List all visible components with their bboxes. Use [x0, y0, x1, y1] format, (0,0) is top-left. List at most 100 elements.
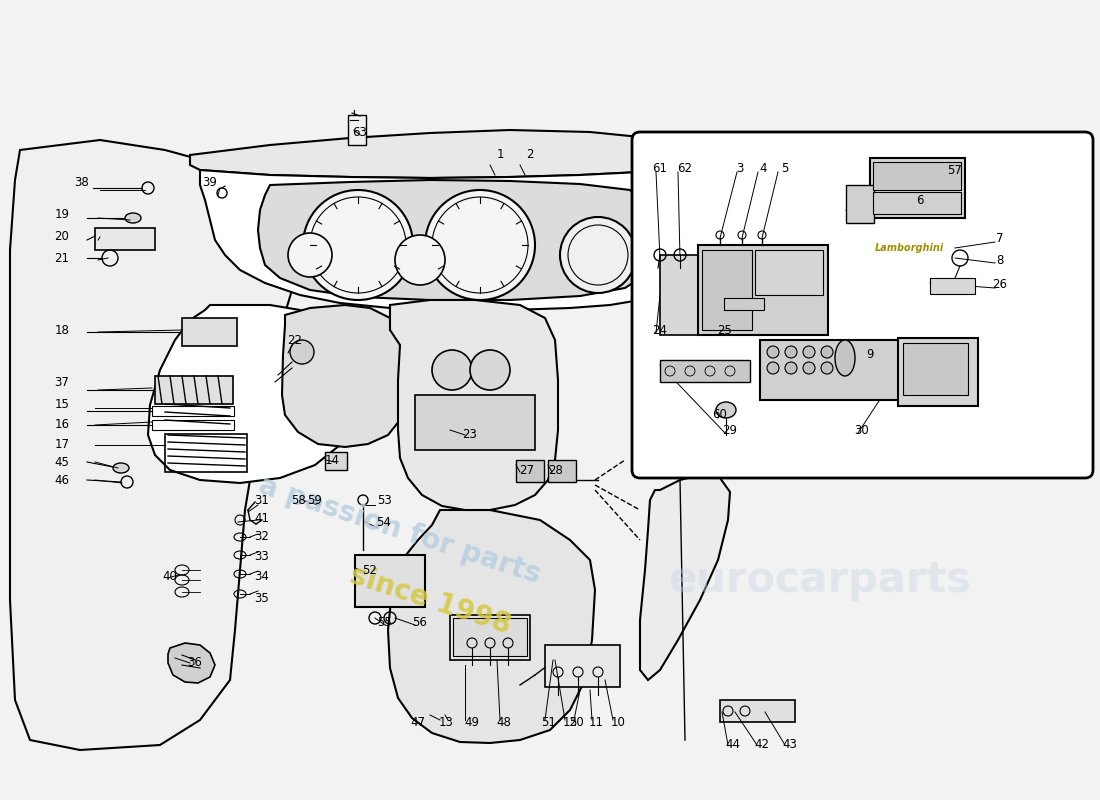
Text: since 1998: since 1998: [345, 561, 514, 639]
Ellipse shape: [432, 350, 472, 390]
Text: 19: 19: [55, 209, 69, 222]
Text: 36: 36: [188, 657, 202, 670]
Bar: [870, 158, 965, 218]
Ellipse shape: [716, 402, 736, 418]
Bar: [873, 162, 961, 190]
Polygon shape: [388, 510, 595, 743]
Text: 44: 44: [726, 738, 740, 751]
Text: 10: 10: [610, 717, 626, 730]
Bar: [324, 452, 346, 470]
Bar: [450, 615, 530, 660]
Ellipse shape: [803, 346, 815, 358]
Bar: [660, 255, 698, 335]
Ellipse shape: [785, 346, 798, 358]
Bar: [702, 250, 752, 330]
Text: 5: 5: [781, 162, 789, 174]
Text: 13: 13: [439, 717, 453, 730]
Text: 61: 61: [652, 162, 668, 174]
Bar: [165, 434, 248, 472]
Ellipse shape: [785, 362, 798, 374]
Text: 12: 12: [562, 717, 578, 730]
Text: 23: 23: [463, 429, 477, 442]
Bar: [660, 360, 750, 382]
Text: 56: 56: [412, 615, 428, 629]
Text: 37: 37: [55, 377, 69, 390]
Ellipse shape: [767, 362, 779, 374]
Ellipse shape: [835, 340, 855, 376]
Text: 33: 33: [254, 550, 270, 562]
Text: 42: 42: [755, 738, 770, 751]
Text: 28: 28: [549, 463, 563, 477]
Text: 22: 22: [287, 334, 303, 346]
Ellipse shape: [425, 190, 535, 300]
Text: 48: 48: [496, 717, 512, 730]
Text: 57: 57: [947, 163, 962, 177]
Text: 3: 3: [736, 162, 744, 174]
Ellipse shape: [470, 350, 510, 390]
Ellipse shape: [803, 362, 815, 374]
Text: 31: 31: [254, 494, 270, 506]
Bar: [415, 395, 535, 450]
Bar: [544, 645, 620, 687]
Ellipse shape: [560, 217, 636, 293]
Text: 4: 4: [759, 162, 767, 174]
Bar: [355, 555, 425, 607]
Text: 58: 58: [290, 494, 306, 506]
Polygon shape: [10, 140, 300, 750]
FancyBboxPatch shape: [632, 132, 1093, 478]
Bar: [760, 340, 900, 400]
Ellipse shape: [302, 190, 412, 300]
Text: 50: 50: [569, 717, 583, 730]
Text: 8: 8: [997, 254, 1003, 266]
Polygon shape: [168, 643, 214, 683]
Text: 15: 15: [55, 398, 69, 411]
Bar: [898, 338, 978, 406]
Text: 62: 62: [678, 162, 693, 174]
Polygon shape: [282, 305, 400, 447]
Text: a passion for parts: a passion for parts: [255, 471, 544, 589]
Text: 41: 41: [254, 511, 270, 525]
Bar: [152, 420, 234, 430]
Text: Lamborghini: Lamborghini: [874, 243, 944, 253]
Bar: [724, 298, 764, 310]
Text: 59: 59: [308, 494, 322, 506]
Text: 39: 39: [202, 177, 218, 190]
Ellipse shape: [288, 233, 332, 277]
Bar: [95, 228, 155, 250]
Text: 11: 11: [588, 717, 604, 730]
Bar: [155, 376, 233, 404]
Bar: [755, 250, 823, 295]
Ellipse shape: [113, 463, 129, 473]
Text: 34: 34: [254, 570, 270, 583]
Text: 54: 54: [376, 515, 392, 529]
Text: 21: 21: [55, 251, 69, 265]
Bar: [846, 185, 874, 223]
Bar: [516, 460, 544, 482]
Text: 47: 47: [410, 717, 426, 730]
Ellipse shape: [395, 235, 446, 285]
Text: eurocarparts: eurocarparts: [669, 559, 971, 601]
Text: 25: 25: [717, 323, 733, 337]
Bar: [903, 343, 968, 395]
Text: 38: 38: [75, 177, 89, 190]
Text: 20: 20: [55, 230, 69, 243]
Polygon shape: [640, 475, 730, 680]
Text: 43: 43: [782, 738, 797, 751]
Polygon shape: [148, 305, 365, 483]
Text: 2: 2: [526, 149, 534, 162]
Text: 35: 35: [254, 591, 270, 605]
Text: 27: 27: [519, 463, 535, 477]
Bar: [453, 618, 527, 656]
Bar: [720, 700, 795, 722]
Text: 1: 1: [496, 149, 504, 162]
Text: 7: 7: [997, 231, 1003, 245]
Text: 63: 63: [353, 126, 367, 139]
Ellipse shape: [290, 340, 314, 364]
Polygon shape: [390, 300, 558, 510]
Bar: [930, 278, 975, 294]
Polygon shape: [258, 180, 645, 300]
Text: 60: 60: [713, 409, 727, 422]
Text: 29: 29: [723, 423, 737, 437]
Text: 52: 52: [363, 563, 377, 577]
Text: 49: 49: [464, 717, 480, 730]
